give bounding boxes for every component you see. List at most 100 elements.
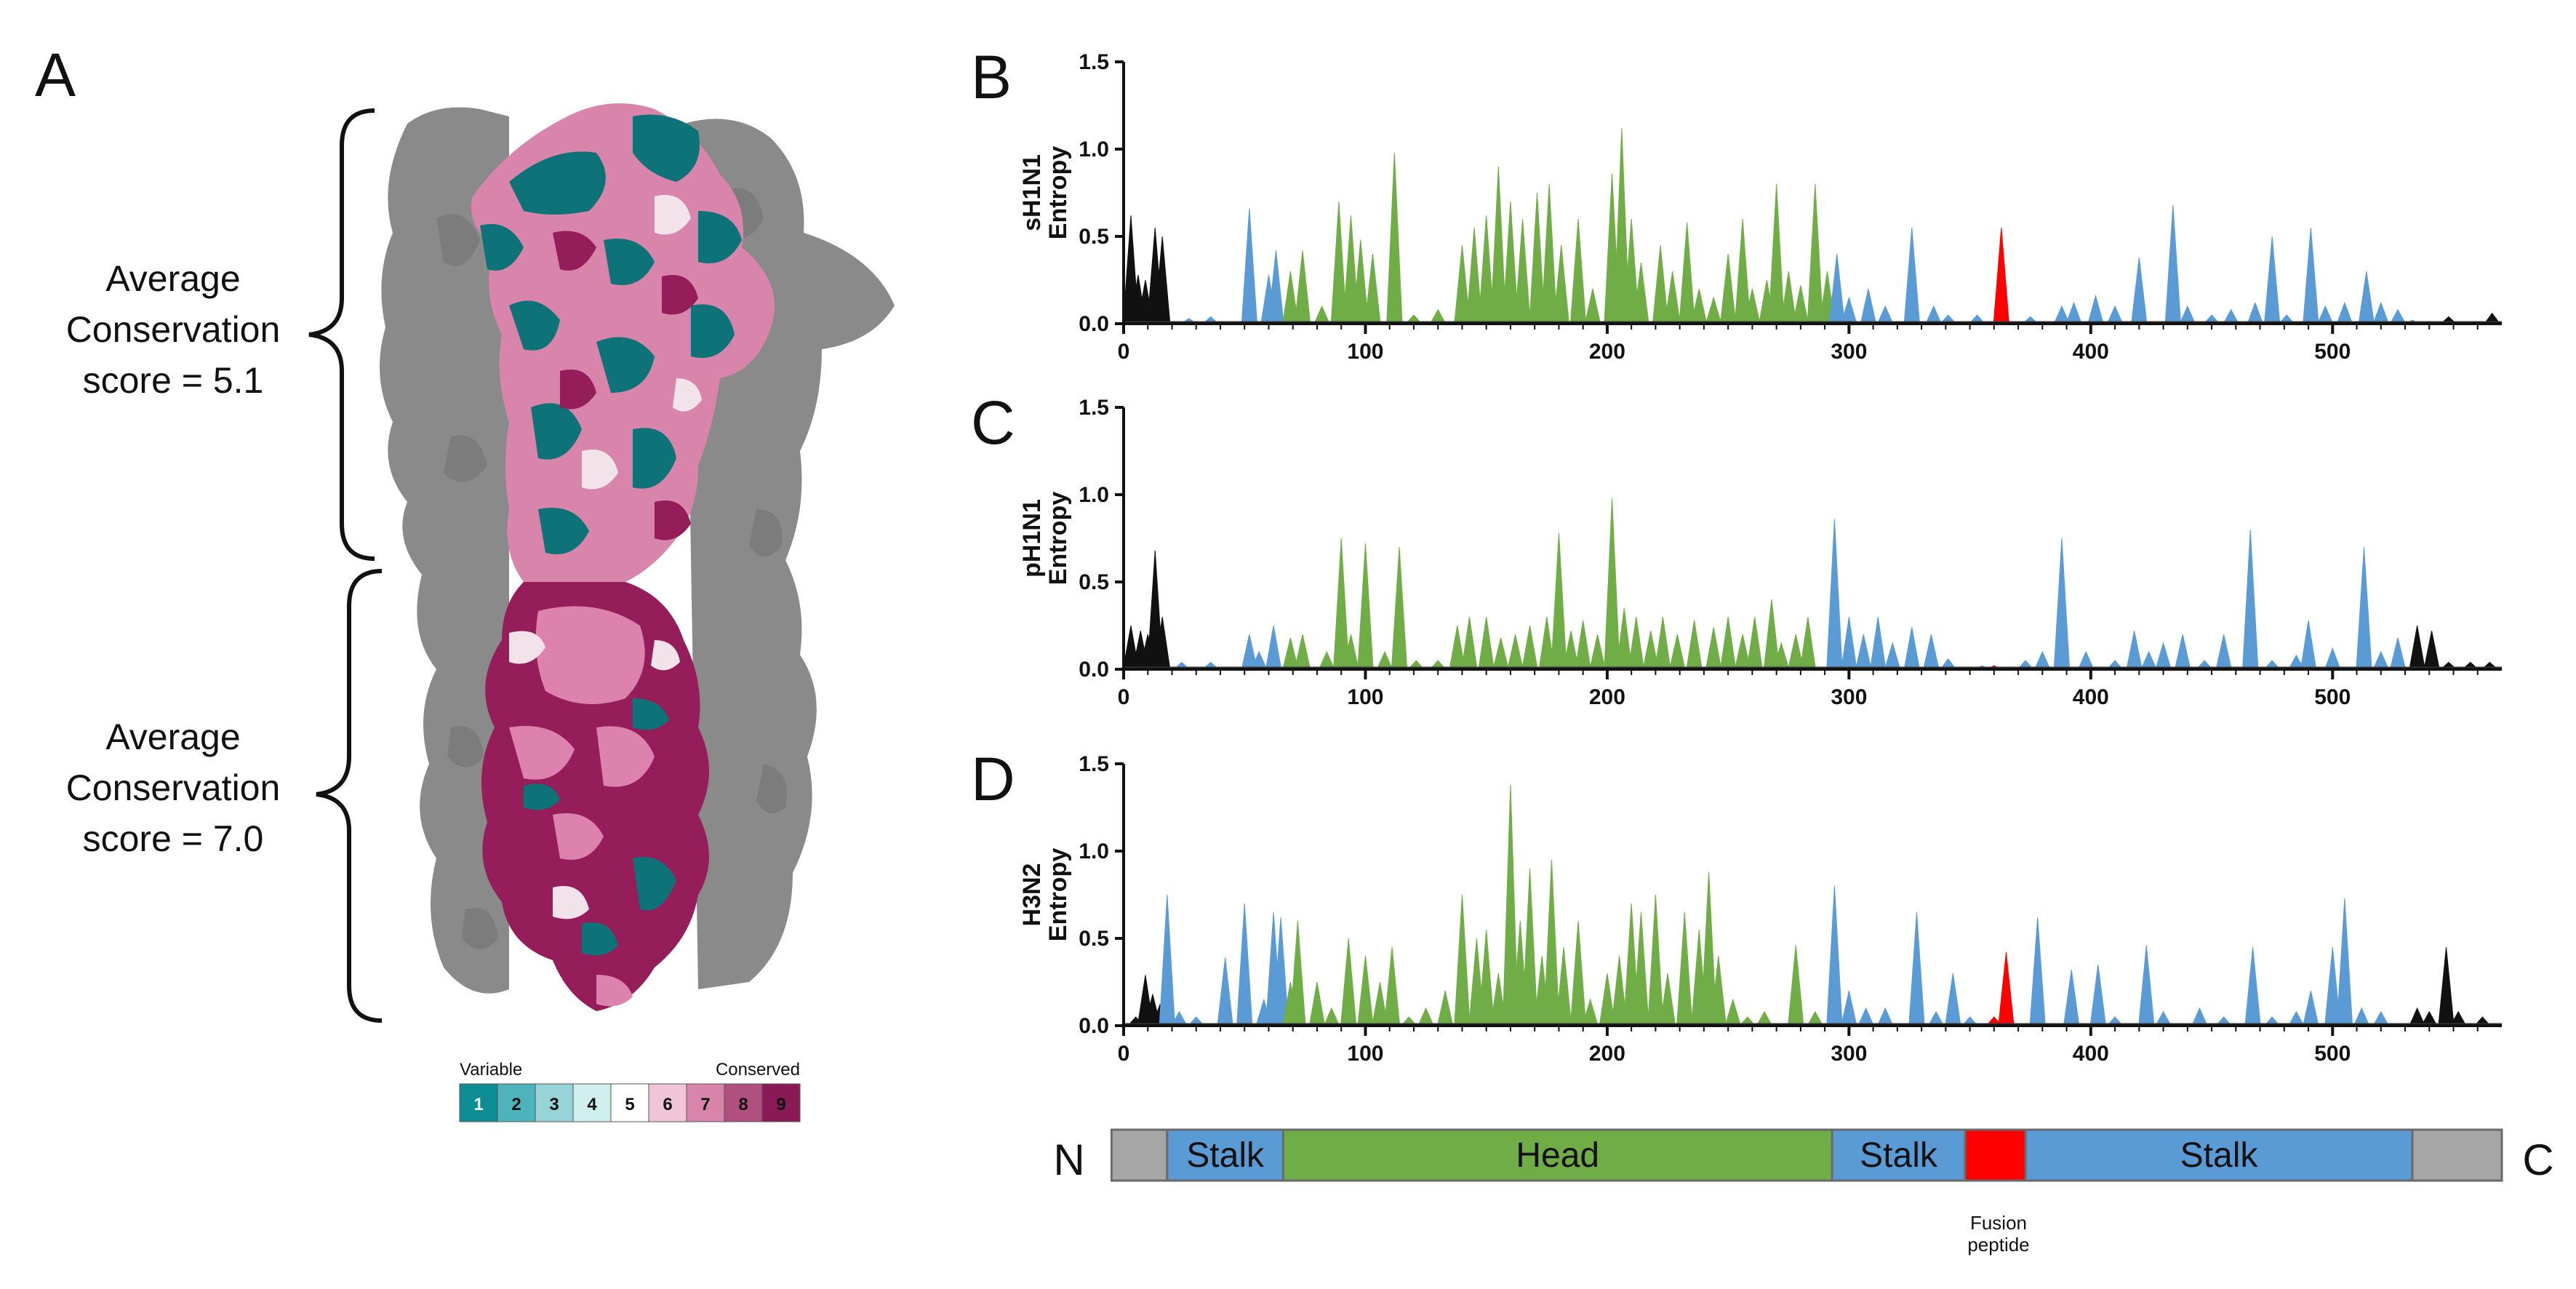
- x-tick-label: 200: [1589, 340, 1625, 364]
- conservation-legend: Variable Conserved 1 2 3 4 5 6 7 8 9: [459, 1060, 801, 1122]
- entropy-peak: [1364, 253, 1381, 324]
- entropy-peak: [2372, 650, 2390, 670]
- entropy-peak: [1826, 885, 1843, 1026]
- entropy-peak: [1553, 244, 1569, 324]
- legend-step-2: 2: [511, 1095, 521, 1114]
- legend-step-3: 3: [549, 1095, 559, 1114]
- y-tick-label: 1.0: [1079, 483, 1109, 507]
- entropy-peak: [1876, 305, 1894, 324]
- y-tick-label: 0.5: [1079, 225, 1109, 249]
- x-tick-label: 100: [1347, 1042, 1383, 1066]
- entropy-peak: [2191, 1007, 2208, 1026]
- entropy-peak: [1417, 1007, 1434, 1026]
- protein-structure: [380, 103, 895, 1011]
- fusion-peptide-label-2: peptide: [1967, 1234, 2029, 1256]
- entropy-peak: [2033, 650, 2051, 670]
- light-patches-stalk: [509, 631, 680, 919]
- y-tick-label: 0.5: [1079, 570, 1109, 594]
- entropy-peak: [2423, 631, 2440, 670]
- domain-segment: [1166, 1128, 1284, 1182]
- x-tick-label: 400: [2073, 1042, 2109, 1066]
- x-tick-label: 500: [2314, 685, 2351, 709]
- entropy-peak: [1857, 1007, 1875, 1026]
- entropy-peak: [1575, 620, 1591, 670]
- entropy-peak: [2155, 642, 2172, 670]
- legend-step-5: 5: [625, 1095, 634, 1114]
- legend-step-4: 4: [587, 1095, 597, 1114]
- entropy-peak: [1676, 911, 1693, 1026]
- entropy-peak: [1236, 903, 1253, 1026]
- entropy-peak: [1436, 990, 1454, 1026]
- entropy-peak: [1686, 620, 1703, 670]
- entropy-peak: [1461, 616, 1478, 670]
- bottom-score-line-1: Average: [105, 717, 240, 757]
- entropy-peak: [1841, 616, 1857, 670]
- legend-step-7: 7: [700, 1095, 710, 1114]
- legend-conserved-label: Conserved: [716, 1060, 800, 1080]
- bottom-score-line-3: score = 7.0: [83, 818, 264, 859]
- entropy-peak: [1903, 627, 1921, 670]
- entropy-peak: [1903, 227, 1920, 324]
- entropy-peak: [1923, 634, 1940, 670]
- entropy-peak: [2065, 301, 2082, 324]
- entropy-peak: [2242, 529, 2259, 670]
- entropy-peak: [1543, 859, 1560, 1026]
- y-tick-label: 0.0: [1079, 312, 1109, 336]
- entropy-peak: [1860, 288, 1877, 324]
- legend-step-6: 6: [663, 1095, 672, 1114]
- entropy-peak: [1679, 222, 1695, 324]
- entropy-peak: [1908, 911, 1925, 1026]
- entropy-peak: [1313, 305, 1331, 324]
- x-tick-label: 0: [1118, 340, 1130, 364]
- entropy-peak: [2087, 294, 2104, 324]
- entropy-peak: [1780, 271, 1797, 324]
- x-tick-label: 400: [2073, 340, 2109, 364]
- entropy-peak: [1788, 945, 1804, 1026]
- domain-segment: [2411, 1128, 2503, 1182]
- light-patches-head: [582, 195, 702, 490]
- entropy-peak: [1945, 973, 1961, 1026]
- x-tick-label: 0: [1118, 1042, 1130, 1066]
- entropy-peak: [2029, 917, 2046, 1026]
- entropy-peak: [1490, 166, 1507, 324]
- entropy-peak: [2336, 898, 2353, 1026]
- entropy-peak: [1521, 868, 1538, 1026]
- c-terminus-label: C: [2522, 1136, 2553, 1184]
- entropy-peak: [2389, 637, 2407, 670]
- entropy-peak: [1318, 650, 1335, 670]
- entropy-peak: [2164, 204, 2182, 324]
- entropy-peak: [2131, 257, 2148, 324]
- entropy-peak: [1478, 929, 1495, 1026]
- panel-a-letter: A: [35, 41, 76, 109]
- entropy-peak: [2358, 271, 2375, 324]
- x-tick-label: 0: [1118, 685, 1130, 709]
- top-score-line-1: Average: [105, 258, 240, 299]
- panel-a: A Average Conservation score = 5.1 Avera…: [35, 41, 895, 1122]
- entropy-peak: [1589, 634, 1606, 670]
- entropy-peak: [1454, 894, 1471, 1026]
- entropy-peak: [1333, 538, 1350, 670]
- x-tick-label: 500: [2314, 1042, 2351, 1066]
- entropy-peak: [2247, 301, 2264, 324]
- entropy-peak: [2179, 305, 2196, 324]
- x-tick-label: 500: [2314, 340, 2351, 364]
- entropy-peak: [1159, 894, 1176, 1026]
- bottom-score-line-2: Conservation: [66, 767, 281, 808]
- entropy-peak: [1993, 227, 2009, 324]
- entropy-peak: [1998, 952, 2015, 1026]
- entropy-peak: [1357, 955, 1374, 1026]
- domain-label: Stalk: [1186, 1136, 1265, 1175]
- entropy-peak: [1876, 1007, 1894, 1026]
- entropy-peak: [1265, 625, 1282, 670]
- entropy-peak: [2244, 946, 2261, 1026]
- entropy-peak: [1799, 616, 1817, 670]
- legend-variable-label: Variable: [460, 1060, 522, 1080]
- entropy-peak: [2356, 546, 2372, 670]
- entropy-peak: [1792, 285, 1809, 324]
- x-tick-label: 100: [1347, 340, 1383, 364]
- entropy-peak: [1746, 616, 1763, 670]
- entropy-peak: [1870, 616, 1887, 670]
- x-tick-label: 300: [1831, 685, 1867, 709]
- domain-label: Head: [1516, 1136, 1599, 1175]
- legend-swatch-3: [535, 1083, 574, 1122]
